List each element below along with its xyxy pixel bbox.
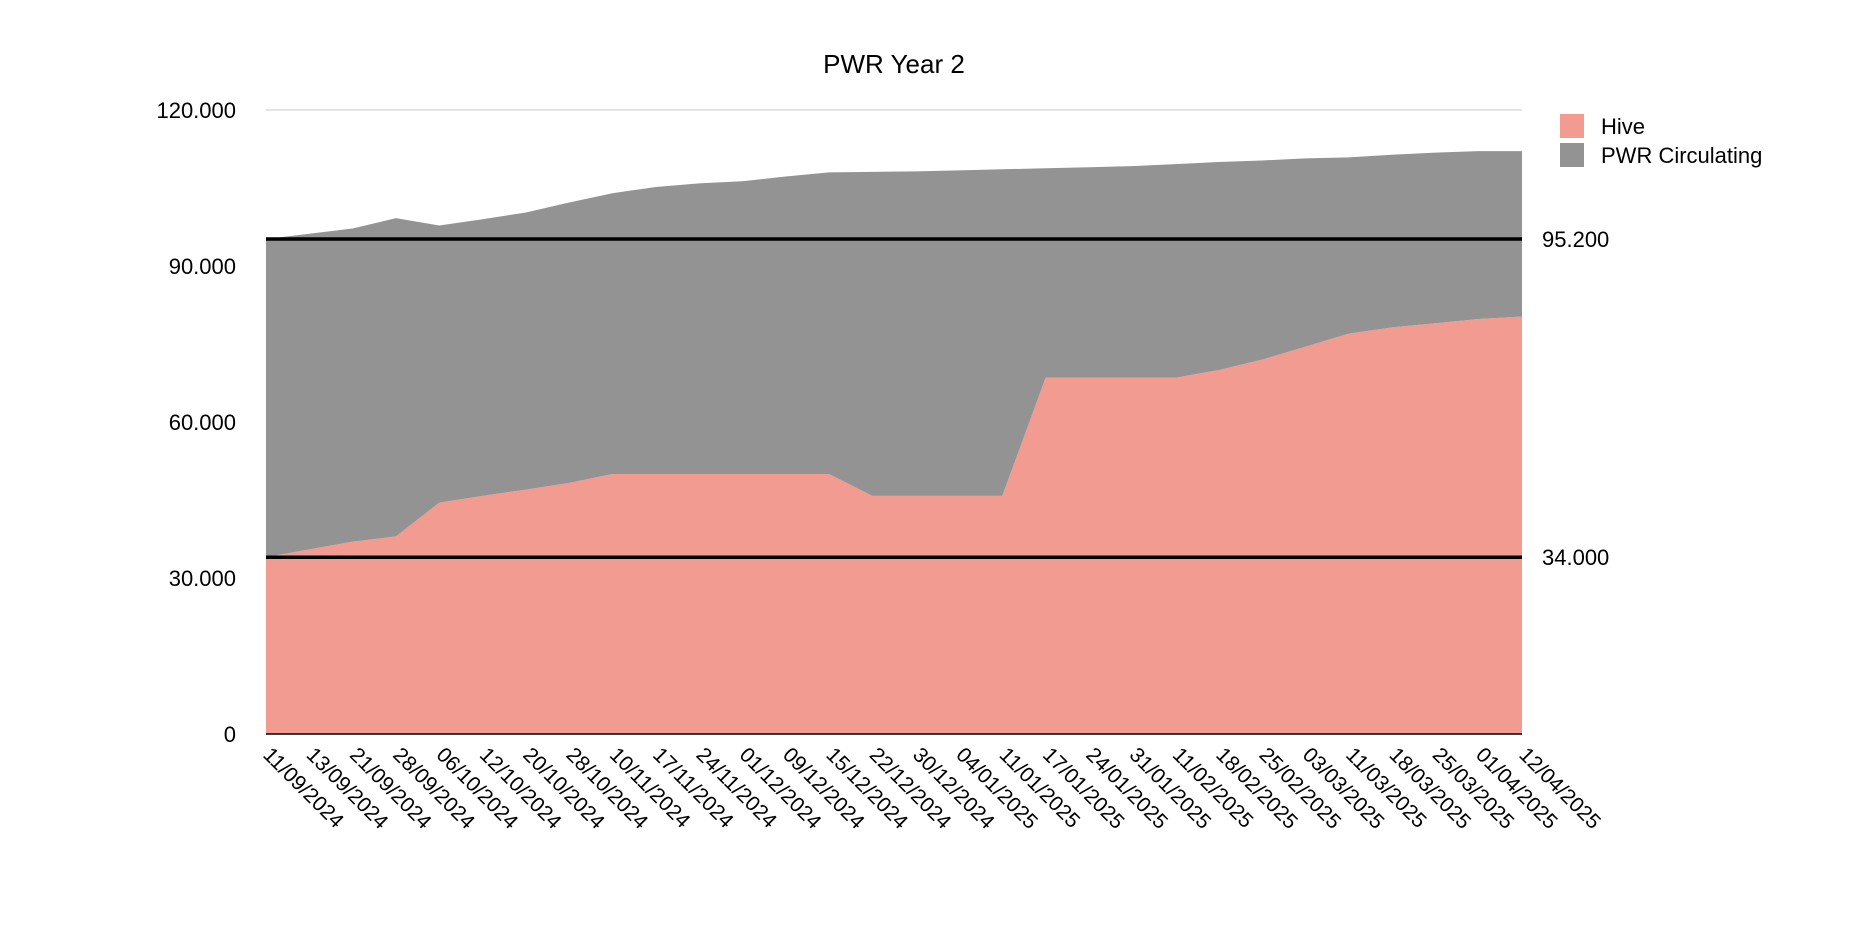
reference-lines: 95.200 34.000 [266,227,1609,570]
reference-line-label: 95.200 [1542,227,1609,252]
y-tick-label: 30.000 [169,566,236,591]
area-hive [266,316,1522,734]
y-tick-label: 0 [224,722,236,747]
y-tick-label: 90.000 [169,254,236,279]
legend-swatch [1560,114,1584,138]
area-series [266,151,1522,734]
area-pwr-circulating [266,151,1522,558]
reference-line-label: 34.000 [1542,545,1609,570]
y-axis-ticks: 0 30.000 60.000 90.000 120.000 [156,98,236,747]
legend: Hive PWR Circulating [1560,114,1762,168]
y-tick-label: 120.000 [156,98,236,123]
chart-title: PWR Year 2 [823,49,965,79]
legend-swatch [1560,143,1584,167]
legend-label: PWR Circulating [1601,143,1762,168]
legend-label: Hive [1601,114,1645,139]
x-axis-ticks: 11/09/202413/09/202421/09/202428/09/2024… [258,743,1605,834]
y-tick-label: 60.000 [169,410,236,435]
